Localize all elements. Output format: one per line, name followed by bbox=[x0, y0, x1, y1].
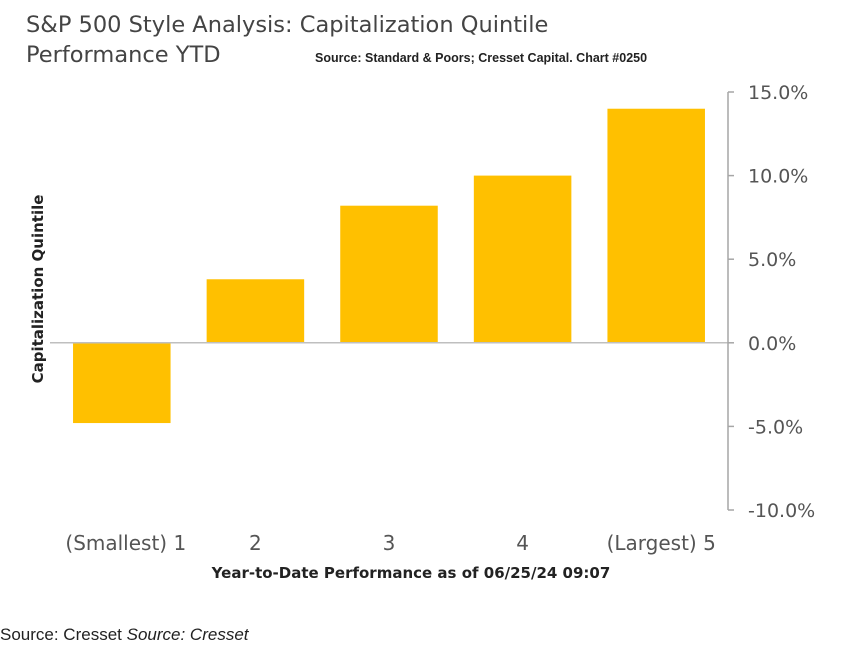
bar-quintile-3 bbox=[340, 205, 438, 343]
y-tick-label: 10.0% bbox=[748, 166, 808, 188]
x-tick-label: 3 bbox=[383, 531, 396, 555]
y-tick-label: 15.0% bbox=[748, 82, 808, 104]
y-tick-label: -5.0% bbox=[748, 416, 803, 438]
x-tick-label: 4 bbox=[516, 531, 529, 555]
x-tick-label: (Largest) 5 bbox=[607, 531, 716, 555]
bars-group bbox=[73, 108, 705, 424]
y-axis: 15.0% 10.0% 5.0% 0.0% -5.0% -10.0% bbox=[727, 82, 815, 522]
y-tick-label: 0.0% bbox=[748, 333, 796, 355]
x-axis-labels: (Smallest) 1 2 3 4 (Largest) 5 bbox=[65, 531, 715, 555]
y-axis-title: Capitalization Quintile bbox=[29, 195, 47, 384]
bar-quintile-2 bbox=[206, 279, 305, 343]
x-axis-title: Year-to-Date Performance as of 06/25/24 … bbox=[211, 564, 611, 582]
bar-quintile-5 bbox=[607, 108, 705, 343]
x-tick-label: 2 bbox=[249, 531, 262, 555]
chart-title: S&P 500 Style Analysis: Capitalization Q… bbox=[26, 12, 549, 68]
bar-quintile-4 bbox=[473, 175, 572, 343]
bar-quintile-1 bbox=[73, 342, 171, 424]
footer-source-text: Source: Cresset bbox=[0, 625, 122, 644]
x-tick-label: (Smallest) 1 bbox=[65, 531, 186, 555]
y-tick-label: -10.0% bbox=[748, 500, 815, 522]
footer-source-italic: Source: Cresset bbox=[126, 625, 249, 644]
y-tick-label: 5.0% bbox=[748, 249, 796, 271]
source-note: Source: Standard & Poors; Cresset Capita… bbox=[315, 51, 648, 65]
footer-source: Source: Cresset Source: Cresset bbox=[0, 624, 700, 646]
